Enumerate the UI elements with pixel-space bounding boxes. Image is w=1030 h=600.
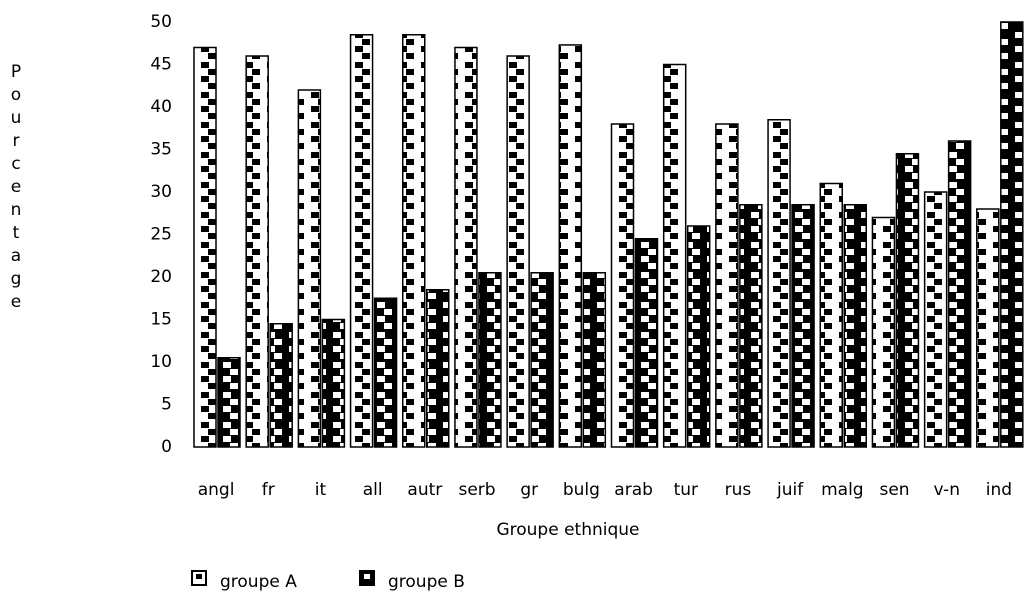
x-tick-label: all bbox=[363, 480, 383, 500]
bar bbox=[506, 55, 530, 448]
x-tick-label: sen bbox=[879, 480, 909, 500]
bar bbox=[819, 182, 843, 448]
bar bbox=[871, 216, 896, 448]
bar bbox=[558, 44, 583, 448]
x-tick-label: autr bbox=[407, 480, 442, 500]
y-tick-label: 40 bbox=[150, 97, 172, 117]
bar bbox=[976, 208, 1000, 448]
bar bbox=[193, 46, 217, 448]
y-tick-label: 45 bbox=[150, 55, 172, 75]
bar bbox=[895, 153, 920, 448]
bar bbox=[767, 119, 791, 448]
y-axis-title: Pourcentage bbox=[6, 62, 26, 315]
bar bbox=[1000, 21, 1024, 448]
x-axis-title: Groupe ethnique bbox=[496, 520, 639, 540]
bar bbox=[791, 204, 815, 448]
bar bbox=[610, 123, 635, 448]
bar bbox=[715, 123, 739, 448]
y-tick-label: 5 bbox=[161, 395, 172, 415]
bar bbox=[843, 204, 867, 448]
x-tick-label: arab bbox=[614, 480, 653, 500]
bar bbox=[454, 46, 478, 448]
x-tick-label: angl bbox=[198, 480, 235, 500]
x-tick-label: it bbox=[315, 480, 327, 500]
bar bbox=[923, 191, 948, 448]
bar bbox=[245, 55, 269, 448]
x-tick-label: malg bbox=[821, 480, 864, 500]
bar bbox=[634, 238, 659, 448]
y-tick-label: 20 bbox=[150, 267, 172, 287]
bar bbox=[582, 272, 607, 448]
bar bbox=[426, 289, 450, 448]
y-tick-label: 0 bbox=[161, 437, 172, 457]
bar bbox=[530, 272, 554, 448]
legend-swatch-mark bbox=[196, 574, 202, 579]
y-tick-label: 25 bbox=[150, 225, 172, 245]
x-tick-label: juif bbox=[776, 480, 804, 500]
bar bbox=[947, 140, 972, 448]
x-tick-label: fr bbox=[262, 480, 275, 500]
bar bbox=[662, 63, 687, 448]
y-tick-label: 35 bbox=[150, 140, 172, 160]
x-tick-label: ind bbox=[986, 480, 1012, 500]
legend-swatch-mark bbox=[364, 574, 370, 579]
bar bbox=[373, 297, 398, 448]
bar bbox=[217, 357, 241, 448]
x-tick-label: rus bbox=[725, 480, 752, 500]
y-tick-label: 10 bbox=[150, 352, 172, 372]
bar bbox=[478, 272, 502, 448]
y-tick-label: 50 bbox=[150, 12, 172, 32]
bar bbox=[686, 225, 711, 448]
bar bbox=[297, 89, 322, 448]
legend-label: groupe B bbox=[388, 572, 465, 592]
bar bbox=[349, 34, 374, 448]
x-tick-label: tur bbox=[674, 480, 698, 500]
bar bbox=[321, 318, 346, 448]
y-tick-label: 30 bbox=[150, 182, 172, 202]
x-tick-label: serb bbox=[458, 480, 495, 500]
legend-label: groupe A bbox=[220, 572, 297, 592]
bar bbox=[739, 204, 763, 448]
bar bbox=[402, 34, 426, 448]
y-tick-label: 15 bbox=[150, 310, 172, 330]
x-tick-label: gr bbox=[520, 480, 538, 500]
x-tick-label: v-n bbox=[933, 480, 960, 500]
x-tick-label: bulg bbox=[563, 480, 600, 500]
bar bbox=[269, 323, 293, 448]
